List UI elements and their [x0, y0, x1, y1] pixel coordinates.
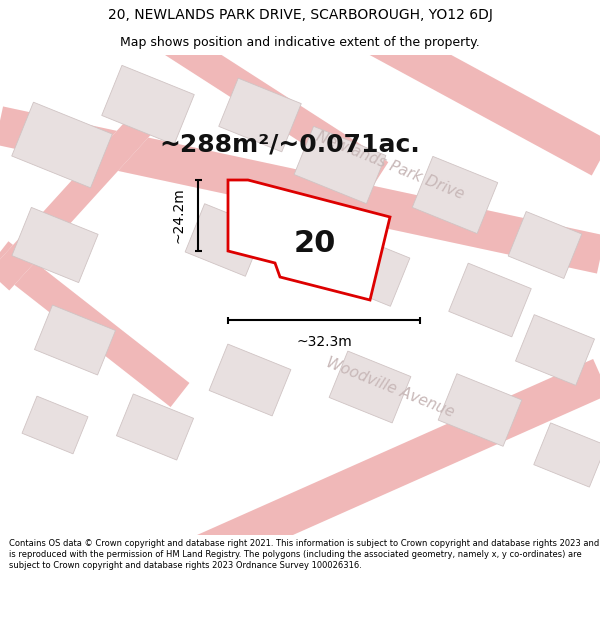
Polygon shape	[102, 66, 194, 144]
Polygon shape	[185, 204, 265, 276]
Polygon shape	[508, 211, 582, 279]
Polygon shape	[12, 102, 112, 188]
Polygon shape	[412, 156, 498, 234]
Polygon shape	[449, 263, 531, 337]
Text: 20, NEWLANDS PARK DRIVE, SCARBOROUGH, YO12 6DJ: 20, NEWLANDS PARK DRIVE, SCARBOROUGH, YO…	[107, 8, 493, 22]
Text: ~24.2m: ~24.2m	[171, 188, 185, 243]
Polygon shape	[515, 314, 595, 386]
Text: ~32.3m: ~32.3m	[296, 335, 352, 349]
Text: Map shows position and indicative extent of the property.: Map shows position and indicative extent…	[120, 36, 480, 49]
Polygon shape	[116, 394, 194, 460]
Polygon shape	[329, 351, 411, 423]
Polygon shape	[12, 208, 98, 282]
Polygon shape	[22, 396, 88, 454]
Text: ~288m²/~0.071ac.: ~288m²/~0.071ac.	[160, 133, 421, 157]
Text: Newlands Park Drive: Newlands Park Drive	[314, 128, 466, 202]
Polygon shape	[228, 180, 390, 300]
Polygon shape	[209, 344, 291, 416]
Polygon shape	[34, 305, 116, 375]
Polygon shape	[438, 374, 522, 446]
Polygon shape	[534, 423, 600, 487]
Polygon shape	[219, 78, 301, 152]
Polygon shape	[294, 126, 386, 204]
Text: Woodville Avenue: Woodville Avenue	[324, 354, 456, 419]
Text: Contains OS data © Crown copyright and database right 2021. This information is : Contains OS data © Crown copyright and d…	[9, 539, 599, 570]
Text: 20: 20	[294, 229, 336, 258]
Polygon shape	[330, 234, 410, 306]
